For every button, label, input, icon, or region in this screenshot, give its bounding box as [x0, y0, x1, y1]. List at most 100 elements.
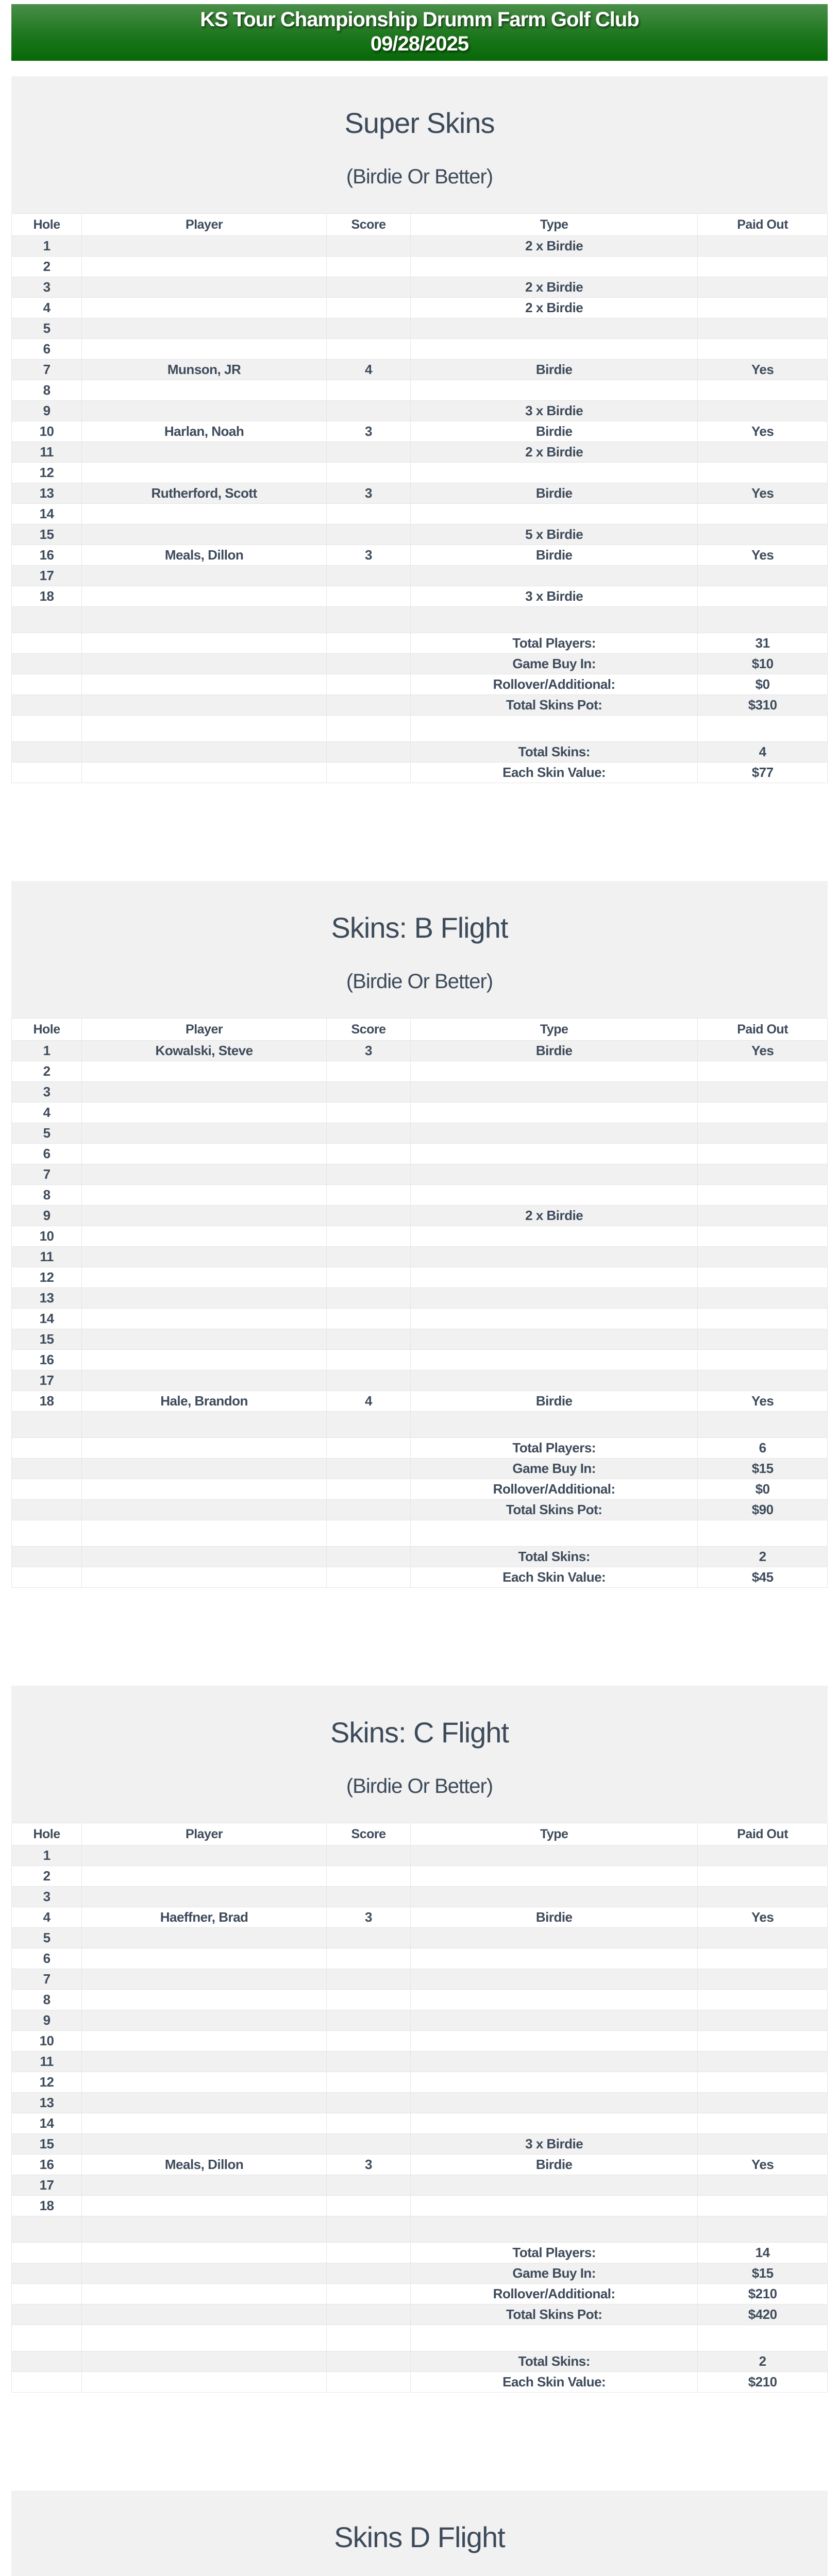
- score-cell: 3: [326, 545, 411, 566]
- hole-cell: 2: [11, 1866, 82, 1887]
- paid-out-cell: Yes: [697, 421, 828, 442]
- cell-text: 6: [43, 341, 51, 357]
- hole-row: 12: [11, 462, 828, 483]
- spacer-cell: [326, 606, 411, 633]
- summary-row: Total Players: 31: [11, 633, 828, 654]
- player-cell: [81, 1370, 327, 1391]
- summary-value: 14: [755, 2245, 770, 2260]
- cell-text: 11: [40, 444, 54, 460]
- cell-text: 12: [39, 465, 54, 480]
- hole-cell: 5: [11, 1927, 82, 1948]
- summary-row: Rollover/Additional: $0: [11, 674, 828, 695]
- column-header-label: Score: [351, 1022, 386, 1037]
- hole-row: 11 2 x Birdie: [11, 442, 828, 463]
- paid-out-cell: [697, 1102, 828, 1123]
- cell-text: Birdie: [535, 547, 573, 563]
- summary-label-cell: Rollover/Additional:: [410, 674, 698, 695]
- cell-text: 3: [365, 2157, 373, 2172]
- paid-out-cell: [697, 235, 828, 257]
- cell-text: 3 x Birdie: [525, 403, 583, 418]
- summary-value: 2: [759, 2353, 766, 2369]
- cell-text: 16: [39, 547, 54, 563]
- player-cell: [81, 1267, 327, 1288]
- empty-cell: [11, 1499, 82, 1520]
- cell-text: 7: [43, 362, 51, 377]
- hole-row: 4 Haeffner, Brad 3 Birdie Yes: [11, 1907, 828, 1928]
- skins-section-1: Skins: B Flight (Birdie Or Better) Hole P…: [11, 881, 828, 1588]
- summary-value: $420: [748, 2307, 777, 2322]
- hole-row: 1: [11, 1845, 828, 1866]
- type-cell: Birdie: [410, 1040, 698, 1061]
- spacer-cell: [410, 606, 698, 633]
- summary-value: $15: [751, 2265, 774, 2281]
- column-header-label: Type: [540, 1826, 568, 1841]
- summary-label: Each Skin Value:: [502, 2374, 606, 2389]
- empty-cell: [81, 674, 327, 695]
- column-header-label: Score: [351, 1826, 386, 1841]
- empty-cell: [81, 2263, 327, 2284]
- empty-cell: [11, 1458, 82, 1479]
- player-cell: [81, 524, 327, 545]
- hole-cell: 10: [11, 1226, 82, 1247]
- section-subtitle: (Birdie Or Better): [16, 1775, 823, 1797]
- summary-label: Total Players:: [512, 2245, 596, 2260]
- type-cell: [410, 2051, 698, 2072]
- score-cell: [326, 2195, 411, 2216]
- hole-row: 4 2 x Birdie: [11, 297, 828, 318]
- cell-text: Yes: [751, 1909, 774, 1925]
- section-title: Skins: B Flight: [16, 913, 823, 943]
- score-cell: [326, 1308, 411, 1329]
- hole-cell: 14: [11, 1308, 82, 1329]
- summary-row: Total Players: 6: [11, 1437, 828, 1459]
- empty-cell: [11, 762, 82, 783]
- paid-out-cell: [697, 1969, 828, 1990]
- cell-text: 3: [43, 1084, 51, 1099]
- cell-text: 16: [39, 1352, 54, 1367]
- player-cell: [81, 1886, 327, 1907]
- column-header-paid-out: Paid Out: [697, 213, 828, 236]
- player-cell: [81, 1246, 327, 1267]
- empty-cell: [11, 2304, 82, 2325]
- summary-row: Game Buy In: $15: [11, 2263, 828, 2284]
- cell-text: Birdie: [535, 362, 573, 377]
- paid-out-cell: [697, 1287, 828, 1309]
- summary-label-cell: Total Skins Pot:: [410, 2304, 698, 2325]
- empty-cell: [326, 1479, 411, 1500]
- hole-cell: 1: [11, 1040, 82, 1061]
- cell-text: 2 x Birdie: [525, 1208, 583, 1223]
- player-cell: [81, 1164, 327, 1185]
- hole-row: 6: [11, 338, 828, 360]
- paid-out-cell: [697, 1164, 828, 1185]
- skins-section-0: Super Skins (Birdie Or Better) Hole Playe…: [11, 76, 828, 783]
- empty-cell: [326, 1567, 411, 1588]
- cell-text: Kowalski, Steve: [155, 1043, 254, 1058]
- cell-text: 7: [43, 1166, 51, 1182]
- player-cell: [81, 1102, 327, 1123]
- event-date-text: 09/28/2025: [370, 32, 469, 55]
- spacer-cell: [326, 1520, 411, 1547]
- summary-label: Total Skins Pot:: [506, 2307, 602, 2322]
- summary-value: $0: [755, 1481, 770, 1497]
- hole-cell: 15: [11, 524, 82, 545]
- player-cell: [81, 380, 327, 401]
- type-cell: 3 x Birdie: [410, 2133, 698, 2155]
- cell-text: 2 x Birdie: [525, 238, 583, 253]
- paid-out-cell: [697, 256, 828, 277]
- player-cell: [81, 2092, 327, 2113]
- cell-text: Birdie: [535, 423, 573, 439]
- cell-text: 2: [43, 1868, 51, 1884]
- empty-cell: [81, 1546, 327, 1567]
- empty-cell: [11, 2351, 82, 2372]
- type-cell: [410, 256, 698, 277]
- score-cell: [326, 1061, 411, 1082]
- empty-cell: [11, 1546, 82, 1567]
- skins-section-2: Skins: C Flight (Birdie Or Better) Hole P…: [11, 1686, 828, 2393]
- player-cell: [81, 277, 327, 298]
- section-title-text: Skins: C Flight: [330, 1716, 509, 1749]
- empty-cell: [11, 2371, 82, 2393]
- player-cell: [81, 2133, 327, 2155]
- cell-text: 15: [39, 1331, 54, 1347]
- paid-out-cell: [697, 277, 828, 298]
- type-cell: [410, 1370, 698, 1391]
- summary-label-cell: Total Skins Pot:: [410, 1499, 698, 1520]
